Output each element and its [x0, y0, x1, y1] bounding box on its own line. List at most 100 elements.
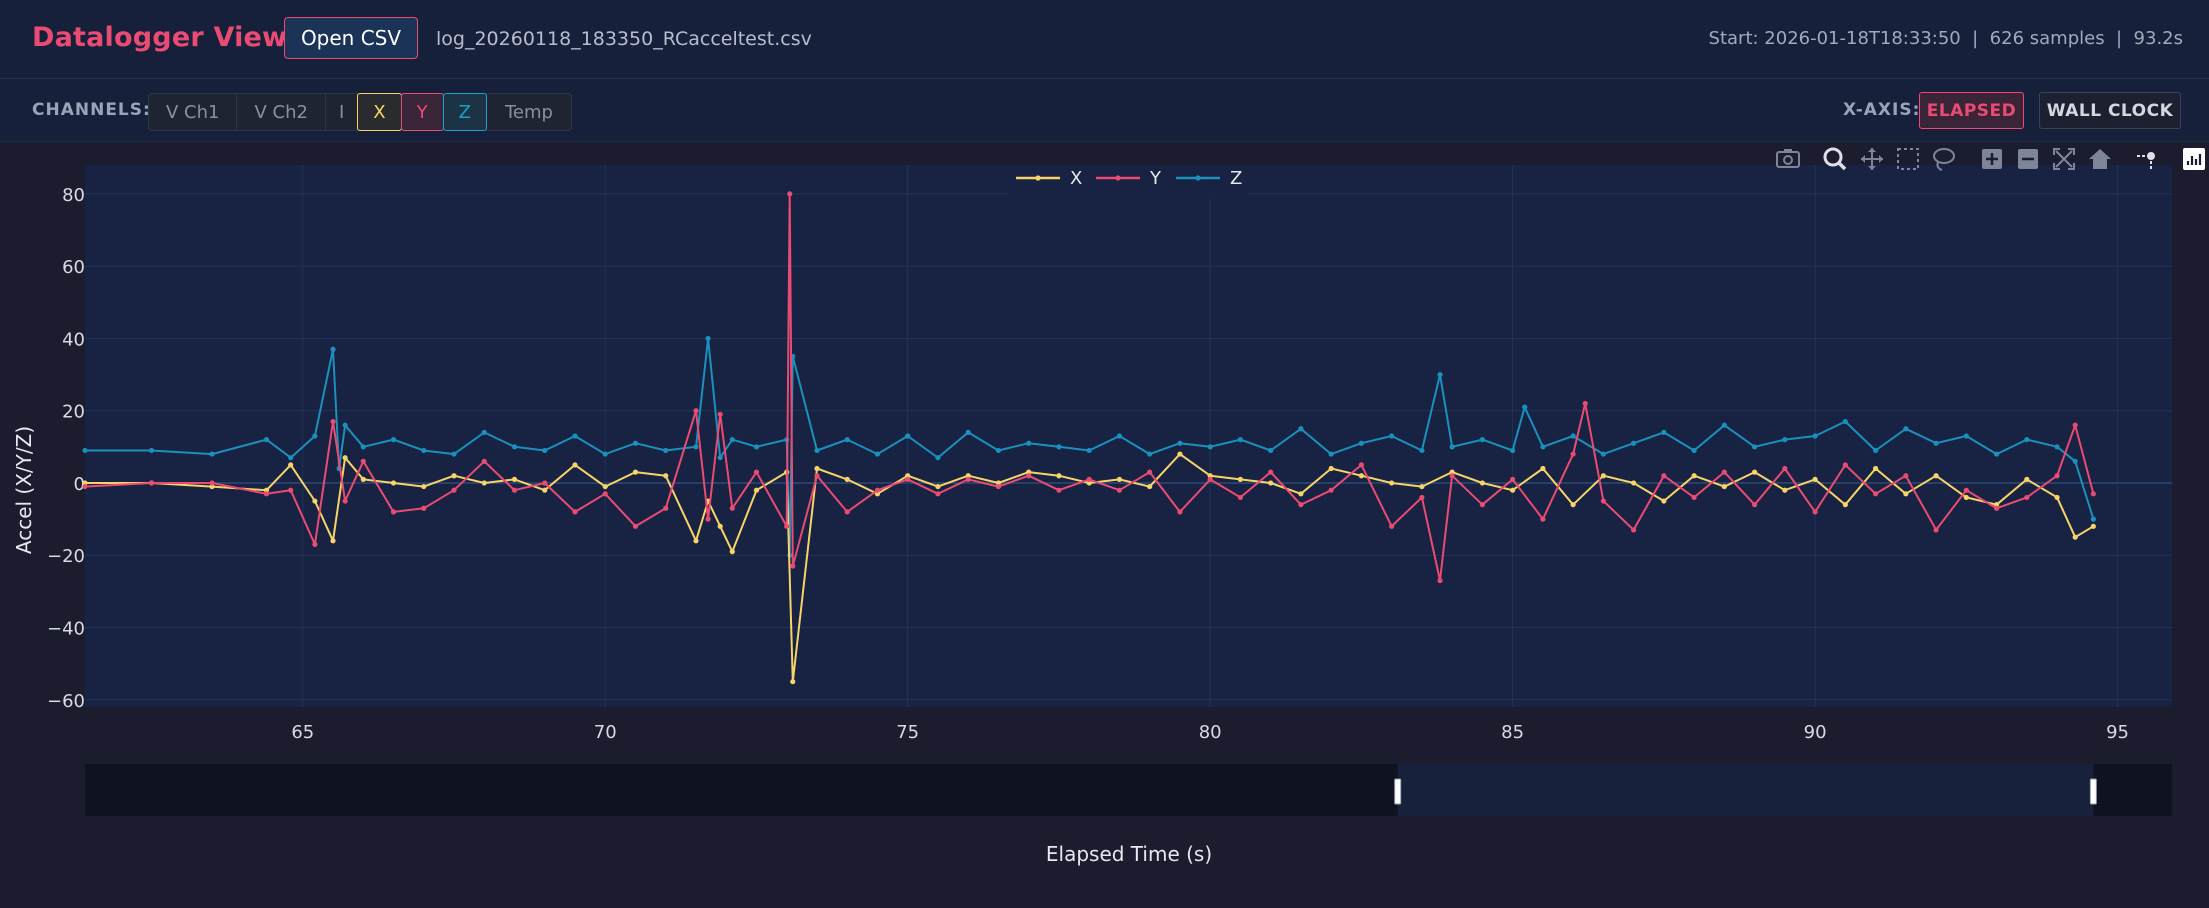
data-point-z[interactable] [965, 429, 971, 435]
channel-vch1-toggle[interactable]: V Ch1 [148, 93, 238, 131]
data-point-z[interactable] [663, 447, 669, 454]
data-point-x[interactable] [1872, 465, 1879, 472]
data-point-y[interactable] [1449, 473, 1455, 479]
data-point-y[interactable] [1510, 476, 1516, 482]
data-point-x[interactable] [572, 462, 578, 468]
data-point-y[interactable] [1812, 509, 1818, 515]
data-point-x[interactable] [1147, 483, 1153, 490]
data-point-x[interactable] [1721, 483, 1727, 490]
data-point-z[interactable] [1872, 447, 1879, 454]
data-point-y[interactable] [1752, 502, 1758, 508]
data-point-z[interactable] [1086, 447, 1092, 454]
data-point-x[interactable] [330, 538, 336, 544]
data-point-x[interactable] [1449, 469, 1455, 475]
data-point-x[interactable] [1661, 498, 1667, 504]
data-point-z[interactable] [935, 455, 941, 461]
data-point-y[interactable] [1782, 465, 1788, 472]
pan-icon[interactable] [1861, 148, 1883, 170]
data-point-x[interactable] [2090, 523, 2096, 529]
data-point-y[interactable] [1872, 491, 1879, 497]
data-point-z[interactable] [844, 437, 850, 443]
series-line-x[interactable] [85, 453, 2094, 683]
legend[interactable]: X Y Z [1008, 165, 1248, 199]
data-point-y[interactable] [1842, 462, 1848, 468]
data-point-x[interactable] [844, 476, 850, 482]
open-csv-button[interactable]: Open CSV [284, 17, 418, 59]
data-point-z[interactable] [1842, 418, 1848, 425]
data-point-x[interactable] [1752, 469, 1758, 475]
data-point-x[interactable] [451, 473, 457, 479]
data-point-z[interactable] [82, 447, 88, 454]
lasso-icon[interactable] [1933, 148, 1955, 171]
data-point-x[interactable] [1389, 480, 1395, 486]
data-point-z[interactable] [1358, 440, 1364, 446]
data-point-x[interactable] [814, 465, 820, 472]
data-point-z[interactable] [632, 440, 639, 446]
data-point-y[interactable] [148, 480, 155, 486]
data-point-x[interactable] [481, 480, 487, 486]
data-point-z[interactable] [2072, 458, 2078, 464]
data-point-z[interactable] [148, 447, 155, 454]
zoom-icon[interactable] [1823, 147, 1847, 171]
data-point-y[interactable] [1389, 523, 1395, 529]
data-point-y[interactable] [1582, 400, 1588, 407]
data-point-z[interactable] [1963, 433, 1969, 439]
data-point-x[interactable] [1207, 473, 1213, 479]
data-point-x[interactable] [342, 455, 348, 461]
data-point-y[interactable] [1721, 469, 1727, 475]
data-point-z[interactable] [1522, 404, 1528, 410]
data-point-x[interactable] [1056, 473, 1062, 479]
data-point-y[interactable] [1358, 462, 1364, 468]
data-point-x[interactable] [312, 498, 318, 504]
data-point-z[interactable] [1540, 444, 1546, 450]
data-point-z[interactable] [753, 444, 760, 450]
data-point-y[interactable] [663, 505, 669, 511]
data-point-x[interactable] [360, 476, 366, 482]
xaxis-wallclock-button[interactable]: WALL CLOCK [2039, 92, 2181, 129]
data-point-z[interactable] [1752, 444, 1758, 450]
data-point-y[interactable] [1540, 516, 1546, 522]
data-point-x[interactable] [1600, 473, 1606, 479]
autoscale-icon[interactable] [2053, 148, 2075, 170]
data-point-x[interactable] [1116, 476, 1123, 482]
data-point-x[interactable] [1419, 483, 1425, 490]
series-layer[interactable] [82, 191, 2096, 685]
data-point-y[interactable] [1993, 505, 2000, 511]
data-point-x[interactable] [693, 538, 699, 544]
data-point-y[interactable] [1963, 487, 1969, 493]
data-point-z[interactable] [1570, 433, 1576, 439]
data-point-y[interactable] [1177, 509, 1183, 515]
data-point-x[interactable] [390, 480, 397, 486]
channel-y-toggle[interactable]: Y [400, 93, 444, 131]
data-point-y[interactable] [263, 491, 270, 497]
data-point-z[interactable] [421, 447, 427, 454]
data-point-y[interactable] [390, 509, 397, 515]
data-point-x[interactable] [1479, 480, 1485, 486]
data-point-x[interactable] [1631, 480, 1637, 486]
data-point-x[interactable] [1510, 487, 1516, 493]
series-x[interactable] [82, 451, 2096, 685]
data-point-x[interactable] [935, 483, 941, 490]
data-point-x[interactable] [1963, 494, 1969, 501]
data-point-x[interactable] [1026, 469, 1032, 475]
data-point-z[interactable] [1782, 437, 1788, 443]
data-point-z[interactable] [1933, 440, 1939, 446]
data-point-y[interactable] [2054, 473, 2060, 479]
data-point-y[interactable] [288, 487, 294, 493]
data-point-z[interactable] [1661, 429, 1667, 435]
data-point-y[interactable] [1268, 469, 1274, 475]
data-point-y[interactable] [1437, 577, 1443, 584]
data-point-z[interactable] [263, 437, 270, 443]
data-point-x[interactable] [729, 549, 735, 555]
data-point-y[interactable] [1631, 527, 1637, 533]
data-point-y[interactable] [1479, 502, 1485, 508]
data-point-z[interactable] [572, 433, 578, 439]
data-point-z[interactable] [1437, 371, 1443, 378]
data-point-y[interactable] [511, 487, 518, 493]
spike-lines-icon[interactable] [2137, 152, 2155, 169]
data-point-y[interactable] [360, 458, 366, 464]
data-point-x[interactable] [2024, 476, 2030, 482]
data-point-y[interactable] [342, 498, 348, 504]
data-point-x[interactable] [1177, 451, 1183, 457]
data-point-z[interactable] [360, 444, 366, 450]
